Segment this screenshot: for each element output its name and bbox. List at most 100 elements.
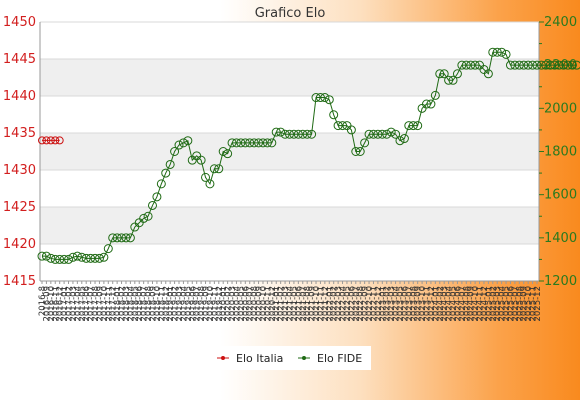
x-tick-label: 2017-02: [65, 286, 75, 322]
elo-fide-point: [395, 136, 405, 146]
elo-fide-point: [254, 138, 264, 148]
x-tick-label: 2020-11: [263, 286, 273, 322]
x-tick-label: 2022-07: [352, 286, 362, 322]
x-tick-label: 2023-07: [405, 286, 415, 322]
x-tick-label: 2024-01: [431, 286, 441, 322]
x-tick-label: 2016-10: [47, 286, 57, 322]
x-tick-label: 2019-02: [171, 286, 181, 322]
elo-fide-point: [404, 121, 414, 131]
x-tick-label: 2024-12: [480, 286, 490, 322]
elo-fide-point: [346, 125, 356, 135]
elo-fide-point: [523, 60, 533, 70]
elo-fide-point: [174, 140, 184, 150]
elo-italia-point: [42, 136, 51, 145]
elo-fide-point: [161, 168, 171, 178]
elo-fide-point: [112, 233, 122, 243]
x-tick-label: 2024-08: [462, 286, 472, 322]
grid-band: [40, 133, 539, 170]
x-tick-label: 2017-11: [104, 286, 114, 322]
x-tick-label: 2018-05: [131, 286, 141, 322]
legend-box: [211, 346, 371, 370]
elo-fide-point: [572, 60, 580, 70]
x-tick-label: 2022-04: [339, 286, 349, 322]
elo-fide-line: [42, 51, 577, 260]
x-tick-label: 2019-12: [215, 286, 225, 322]
elo-fide-point: [68, 252, 78, 262]
elo-fide-point: [201, 172, 211, 182]
elo-fide-point: [231, 138, 241, 148]
x-tick-label: 2020-10: [259, 286, 269, 322]
elo-fide-point: [545, 60, 555, 70]
y-left-tick-label: 1430: [3, 163, 36, 178]
x-tick-label: 2022-06: [347, 286, 357, 322]
elo-fide-point: [77, 252, 87, 262]
elo-fide-point: [377, 129, 387, 139]
elo-fide-point: [249, 138, 259, 148]
elo-fide-point: [532, 60, 542, 70]
elo-fide-point: [426, 99, 436, 109]
x-tick-label: 2019-05: [184, 286, 194, 322]
x-tick-label: 2019-11: [210, 286, 220, 322]
elo-fide-point: [170, 147, 180, 156]
elo-fide-point: [307, 129, 317, 139]
elo-fide-point: [466, 60, 476, 70]
x-tick-label: 2022-01: [325, 286, 335, 322]
elo-fide-point: [470, 60, 480, 70]
elo-fide-point: [382, 129, 392, 139]
x-tick-label: 2021-07: [299, 286, 309, 322]
x-tick-label: 2017-03: [69, 286, 79, 322]
elo-fide-point: [227, 138, 237, 148]
x-tick-label: 2022-08: [356, 286, 366, 322]
x-tick-label: 2019-03: [175, 286, 185, 322]
x-tick-label: 2022-02: [330, 286, 340, 322]
x-tick-label: 2018-02: [118, 286, 128, 322]
x-tick-label: 2024-09: [467, 286, 477, 322]
elo-fide-point: [276, 127, 286, 137]
elo-fide-point: [223, 149, 233, 159]
elo-fide-point: [285, 129, 294, 139]
elo-fide-point: [329, 110, 339, 120]
elo-fide-point: [72, 251, 82, 261]
y-left-tick-label: 1445: [3, 52, 36, 67]
x-tick-label: 2018-04: [126, 286, 136, 322]
elo-fide-point: [488, 47, 498, 57]
x-tick-label: 2023-04: [392, 286, 402, 322]
x-tick-label: 2023-10: [418, 286, 428, 322]
y-left-tick-label: 1440: [3, 89, 36, 104]
elo-fide-point: [59, 254, 69, 264]
y-right-tick-label: 1800: [544, 145, 577, 160]
elo-fide-point: [245, 138, 255, 148]
x-tick-label: 2025-04: [498, 286, 508, 322]
elo-fide-point: [81, 253, 91, 263]
elo-fide-point: [554, 60, 564, 70]
elo-fide-point: [333, 121, 343, 131]
x-tick-label: 2021-06: [294, 286, 304, 322]
x-tick-label: 2018-06: [135, 286, 145, 322]
x-tick-label: 2017-09: [95, 286, 105, 322]
y-left-tick-label: 1435: [3, 126, 36, 141]
x-tick-label: 2023-05: [396, 286, 406, 322]
x-tick-label: 2022-11: [369, 286, 379, 322]
elo-italia-point: [55, 136, 64, 145]
elo-fide-point: [360, 138, 370, 148]
elo-fide-point: [514, 60, 524, 70]
x-tick-label: 2025-10: [524, 286, 534, 322]
elo-fide-point: [368, 129, 378, 139]
x-tick-label: 2021-11: [316, 286, 326, 322]
x-tick-label: 2019-04: [179, 286, 189, 322]
x-tick-label: 2025-07: [511, 286, 521, 322]
elo-fide-point: [121, 233, 131, 243]
x-tick-label: 2019-06: [188, 286, 198, 322]
x-tick-label: 2022-12: [374, 286, 384, 322]
elo-fide-point: [94, 253, 104, 263]
elo-fide-point: [139, 213, 149, 223]
x-tick-label: 2019-09: [202, 286, 212, 322]
x-tick-label: 2021-12: [321, 286, 331, 322]
elo-fide-point: [298, 129, 308, 139]
x-tick-label: 2024-02: [436, 286, 446, 322]
elo-fide-point: [320, 93, 330, 103]
elo-fide-point: [391, 129, 401, 139]
elo-fide-point: [262, 138, 272, 148]
elo-fide-point: [435, 69, 445, 79]
elo-fide-point: [430, 90, 440, 100]
